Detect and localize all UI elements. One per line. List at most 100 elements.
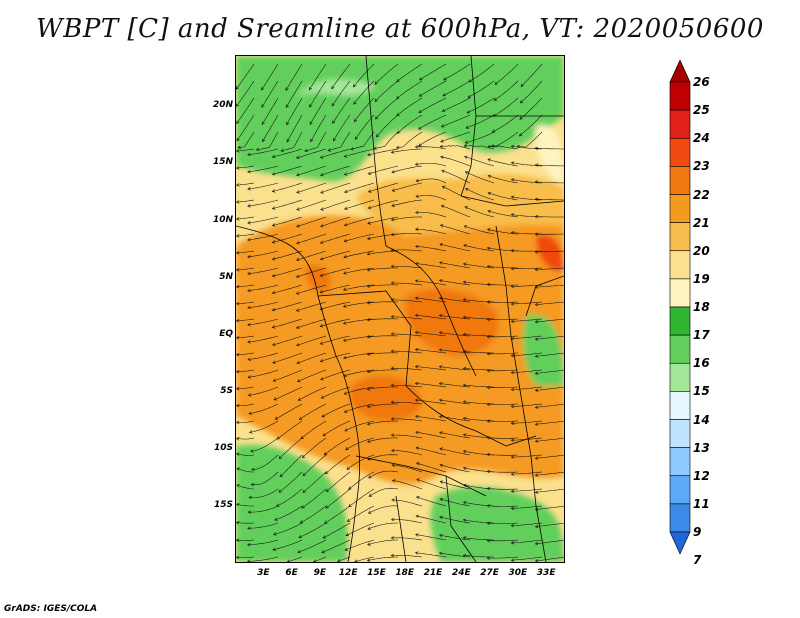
- streamline-arrow: [301, 454, 306, 459]
- streamline-arrow: [309, 121, 313, 125]
- streamline: [535, 437, 564, 442]
- colorbar-segment: [669, 391, 691, 420]
- streamline: [276, 420, 303, 440]
- colorbar-segment: [669, 475, 691, 505]
- streamline-arrow: [250, 483, 255, 487]
- streamline-arrow: [262, 138, 266, 143]
- streamline-arrow: [261, 104, 265, 108]
- streamline-arrow: [237, 145, 241, 149]
- colorbar-segment: [669, 222, 691, 252]
- streamline-arrow: [343, 255, 347, 259]
- streamline-arrow: [534, 267, 539, 272]
- streamline-arrow: [418, 93, 423, 97]
- streamline: [248, 386, 279, 396]
- streamline-arrow: [462, 466, 467, 471]
- colorbar-segment: [669, 81, 691, 111]
- streamline: [367, 556, 398, 561]
- streamline-arrow: [367, 526, 372, 530]
- streamline-arrow: [486, 300, 491, 304]
- streamline: [236, 437, 255, 440]
- streamline-arrow: [519, 99, 524, 104]
- streamline: [415, 263, 447, 269]
- streamline: [350, 131, 375, 150]
- streamline-arrow: [366, 439, 371, 443]
- streamline: [466, 97, 495, 114]
- wbpt-core-far-east: [536, 235, 564, 272]
- streamline-arrow: [271, 307, 276, 312]
- streamline-arrow: [462, 449, 467, 454]
- streamline-arrow: [304, 148, 308, 153]
- streamline-arrow: [390, 433, 395, 437]
- streamline: [465, 188, 495, 201]
- streamline-arrow: [486, 419, 491, 423]
- streamline: [272, 335, 303, 346]
- streamline-arrow: [271, 154, 276, 159]
- streamline: [535, 539, 564, 545]
- wbpt-green-southwest: [236, 444, 348, 562]
- streamline-arrow: [236, 452, 240, 456]
- streamline: [391, 368, 423, 371]
- streamline-arrow: [367, 510, 372, 514]
- streamline: [392, 182, 423, 192]
- wbpt-light-northeast: [535, 125, 564, 186]
- streamline-arrow: [275, 503, 280, 507]
- streamline-arrow: [487, 209, 491, 214]
- streamline-arrow: [236, 352, 240, 357]
- streamline: [367, 216, 399, 224]
- streamline-arrow: [463, 244, 467, 248]
- streamline-arrow: [440, 204, 445, 209]
- streamline: [368, 199, 399, 209]
- streamline: [415, 246, 447, 252]
- streamline: [236, 484, 255, 490]
- streamline: [487, 454, 519, 456]
- streamline-arrow: [342, 287, 347, 291]
- streamline-arrow: [462, 280, 467, 284]
- streamline-arrow: [344, 206, 348, 210]
- streamline-arrow: [320, 224, 324, 228]
- streamline: [535, 164, 564, 167]
- streamline-arrow: [510, 178, 515, 182]
- streamline-arrow: [462, 383, 467, 388]
- streamline: [367, 420, 398, 425]
- lat-tick-label: 15N: [212, 157, 233, 168]
- streamline: [374, 63, 399, 85]
- streamline-arrow: [236, 86, 240, 90]
- streamline-arrow: [491, 129, 496, 133]
- streamline-arrow: [345, 533, 350, 537]
- streamline: [298, 522, 327, 538]
- streamline-arrow: [343, 391, 348, 395]
- border-mid-a: [385, 245, 477, 377]
- streamline: [440, 481, 471, 490]
- streamline: [511, 352, 543, 356]
- streamline-arrow: [271, 189, 276, 193]
- streamline: [391, 450, 423, 456]
- streamline-arrow: [346, 518, 351, 522]
- streamline: [416, 496, 447, 507]
- streamline: [272, 301, 303, 311]
- streamline: [347, 505, 375, 522]
- streamline-arrow: [414, 296, 419, 300]
- streamline: [391, 385, 423, 388]
- streamline: [236, 114, 255, 141]
- streamline: [251, 454, 279, 470]
- streamline: [415, 552, 447, 558]
- streamline-arrow: [462, 315, 467, 320]
- streamline: [299, 403, 327, 420]
- streamline-arrow: [534, 507, 539, 511]
- streamline-arrow: [366, 252, 371, 256]
- streamline: [391, 282, 423, 286]
- streamline: [296, 284, 327, 294]
- streamline: [302, 471, 327, 493]
- streamline-arrow: [280, 148, 284, 152]
- streamline: [465, 131, 495, 144]
- streamline: [343, 318, 375, 324]
- streamline-arrow: [466, 110, 471, 114]
- streamline: [367, 437, 399, 443]
- streamline: [535, 181, 564, 184]
- streamline: [236, 199, 255, 203]
- streamline-arrow: [285, 87, 289, 91]
- streamline: [441, 170, 471, 184]
- streamline: [297, 539, 327, 553]
- streamline-arrow: [278, 489, 282, 493]
- streamline: [343, 301, 375, 307]
